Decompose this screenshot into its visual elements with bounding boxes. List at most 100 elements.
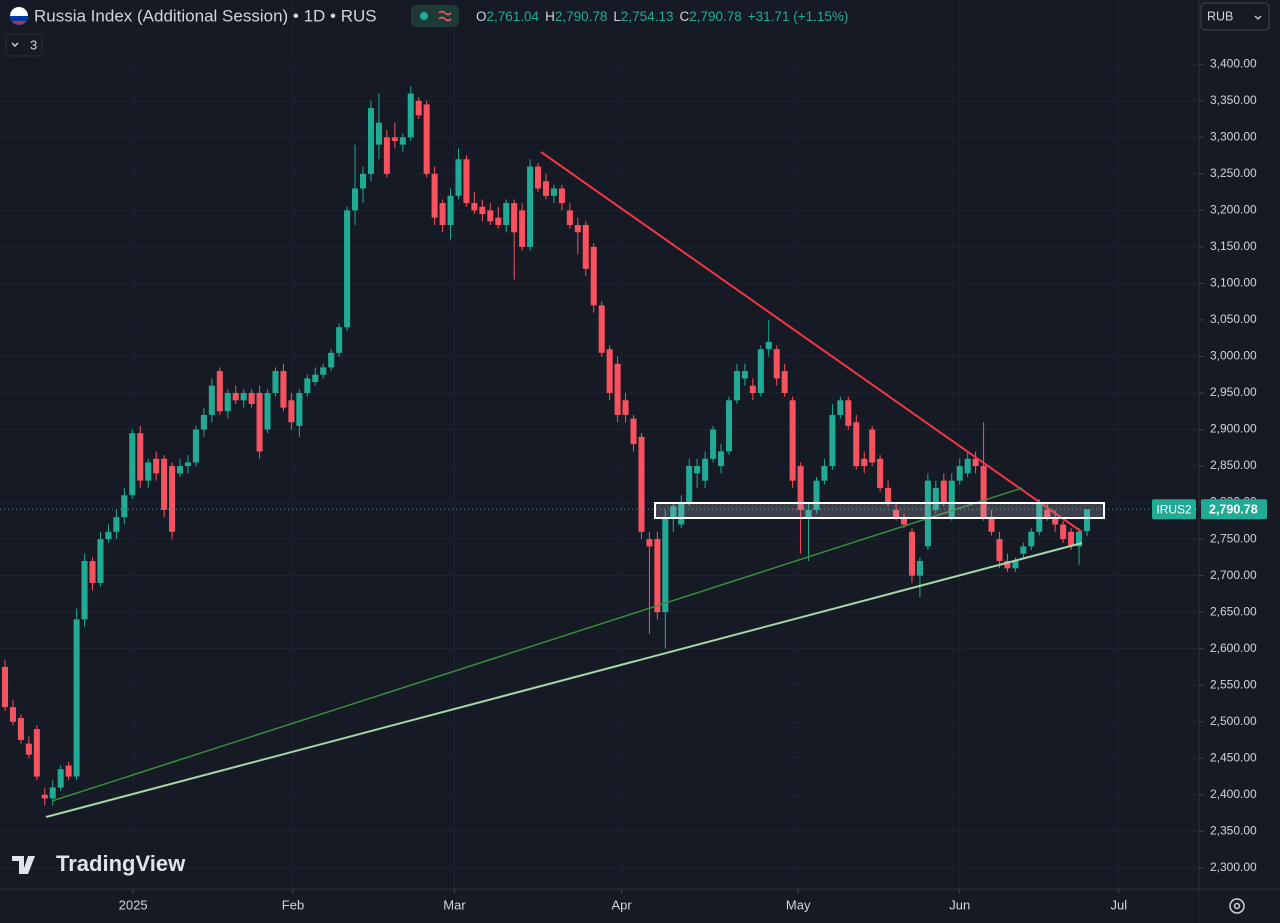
candle-body	[1083, 509, 1091, 532]
candle-body	[741, 371, 748, 379]
ohlc-value: 2,790.78	[689, 9, 742, 24]
candle-body	[1060, 524, 1067, 540]
symbol-tag-text: IRUS2	[1156, 502, 1192, 516]
candle-body	[1020, 546, 1027, 554]
candle-body	[320, 367, 327, 375]
candle-body	[1068, 531, 1075, 547]
candle-body	[81, 561, 88, 620]
candle-body	[885, 487, 892, 503]
symbol-title[interactable]: Russia Index (Additional Session) • 1D •…	[34, 6, 377, 25]
status-pill[interactable]	[411, 5, 459, 27]
candle-body	[439, 203, 446, 225]
candle-body	[853, 422, 860, 467]
ohlc-values: O2,761.04 H2,790.78 L2,754.13 C2,790.78 +31.…	[476, 9, 848, 24]
candle-body	[678, 502, 685, 525]
candle-body	[216, 371, 223, 412]
candle-body	[542, 181, 550, 196]
candle-body	[113, 517, 120, 532]
trend-line-green[interactable]	[45, 542, 1083, 818]
candle-body	[65, 765, 72, 777]
candle-body	[821, 466, 828, 481]
price-tag-text: 2,790.78	[1209, 503, 1258, 517]
candle-body	[638, 436, 645, 532]
indicators-toggle[interactable]	[5, 33, 43, 57]
currency-button[interactable]	[1200, 2, 1270, 31]
time-axis-panel	[0, 889, 1199, 923]
candle-body	[654, 539, 661, 613]
candle-body	[869, 429, 876, 463]
candle-body	[694, 466, 701, 474]
candle-body	[375, 122, 382, 145]
candle-body	[893, 509, 900, 518]
y-tick-label: 3,150.00	[1210, 239, 1257, 253]
y-tick-label: 3,250.00	[1210, 166, 1257, 180]
candle-body	[25, 743, 32, 755]
x-tick-label: Jul	[1111, 897, 1128, 912]
candle-body	[431, 173, 438, 218]
currency-label: RUB	[1207, 9, 1233, 23]
y-tick-label: 3,050.00	[1210, 312, 1257, 326]
candle-body	[582, 224, 589, 269]
candle-body	[630, 418, 637, 445]
candle-body	[932, 487, 939, 510]
brand-logo: TradingView	[12, 851, 186, 876]
candle-body	[614, 363, 621, 415]
flag-icon-red	[12, 21, 26, 25]
candle-body	[280, 371, 287, 408]
candle-body	[511, 203, 518, 233]
price-change: +31.71 (+1.15%)	[748, 9, 849, 24]
candle-body	[73, 619, 80, 777]
x-tick-label: Apr	[611, 897, 632, 912]
y-tick-label: 2,550.00	[1210, 677, 1257, 691]
candle-body	[41, 794, 48, 799]
candle-body	[447, 195, 454, 225]
candle-body	[97, 539, 104, 583]
candle-body	[535, 166, 542, 189]
candle-body	[845, 400, 852, 426]
candle-body	[606, 349, 613, 394]
candle-body	[17, 718, 24, 740]
candle-body	[702, 458, 709, 481]
settings-icon[interactable]	[1229, 898, 1245, 914]
candle-body	[391, 137, 398, 141]
candle-body	[177, 466, 184, 474]
candle-body	[137, 433, 144, 481]
trend-line-dark-green[interactable]	[51, 487, 1023, 802]
candle-body	[367, 108, 374, 174]
candle-body	[479, 206, 486, 215]
candle-body	[773, 349, 780, 379]
candle-body	[383, 137, 390, 174]
candle-body	[1, 666, 9, 708]
candle-body	[352, 188, 359, 211]
x-tick-label: Mar	[443, 897, 466, 912]
candle-body	[590, 246, 597, 306]
candle-body	[781, 371, 788, 394]
candle-body	[805, 509, 812, 518]
x-tick-label: May	[786, 897, 811, 912]
candle-body	[503, 203, 510, 225]
candle-body	[232, 393, 239, 401]
candle-body	[980, 466, 987, 518]
candle-body	[89, 561, 96, 583]
y-tick-label: 2,500.00	[1210, 714, 1257, 728]
candle-body	[550, 188, 557, 196]
trend-line-red[interactable]	[540, 151, 1083, 533]
candle-body	[725, 400, 733, 452]
candle-body	[248, 393, 255, 404]
zone-rectangle[interactable]	[654, 502, 1105, 519]
y-tick-label: 2,950.00	[1210, 385, 1257, 399]
y-tick-label: 3,200.00	[1210, 203, 1257, 217]
candle-body	[996, 539, 1003, 562]
market-status-dot	[420, 12, 428, 20]
y-tick-label: 2,750.00	[1210, 531, 1257, 545]
x-tick-label: Jun	[949, 897, 970, 912]
candle-body	[304, 378, 311, 394]
candle-body	[328, 352, 335, 368]
candle-body	[200, 414, 207, 430]
candle-body	[686, 466, 693, 503]
ohlc-value: 2,754.13	[621, 9, 674, 24]
indicator-count: 3	[30, 37, 37, 52]
y-tick-label: 2,850.00	[1210, 458, 1257, 472]
candle-body	[566, 210, 573, 225]
